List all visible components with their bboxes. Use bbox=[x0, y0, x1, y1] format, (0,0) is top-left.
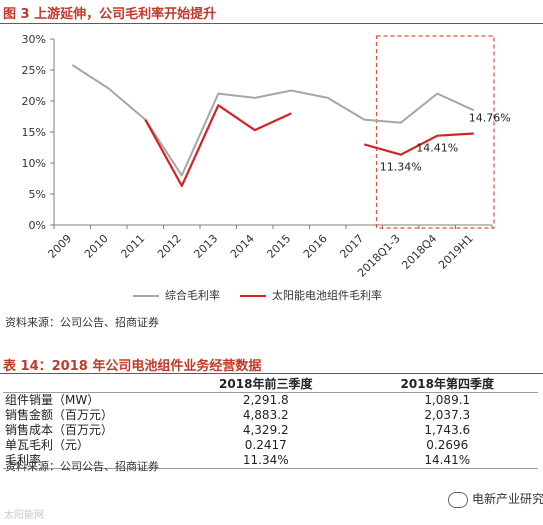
table-row: 组件销量（MW） 2,291.8 1,089.1 bbox=[3, 393, 538, 409]
cell-q1-3: 4,883.2 bbox=[242, 408, 289, 422]
y-tick-label: 0% bbox=[29, 219, 46, 232]
row-label: 组件销量（MW） bbox=[5, 393, 100, 407]
y-tick-label: 25% bbox=[22, 64, 46, 77]
legend-item-composite: 综合毛利率 bbox=[133, 287, 220, 303]
highlight-box bbox=[375, 35, 495, 229]
row-label: 毛利率 bbox=[3, 453, 175, 469]
cell-q1-3: 0.2417 bbox=[244, 438, 287, 452]
table-row: 毛利率 11.34% 14.41% bbox=[3, 453, 538, 469]
x-tick-label: 2017 bbox=[337, 232, 366, 261]
y-tick-label: 5% bbox=[29, 188, 46, 201]
legend-label-composite: 综合毛利率 bbox=[165, 289, 220, 302]
figure-title-rule bbox=[0, 23, 543, 24]
header-cell-q1-3: 2018年前三季度 bbox=[175, 374, 357, 393]
x-tick-label: 2015 bbox=[264, 232, 293, 261]
figure-title: 图 3 上游延伸，公司毛利率开始提升 bbox=[3, 7, 217, 22]
cell-q1-3: 4,329.2 bbox=[242, 423, 289, 437]
header-cell-label bbox=[3, 374, 175, 393]
table-row: 销售金额（百万元） 4,883.2 2,037.3 bbox=[3, 408, 538, 423]
x-tick-label: 2010 bbox=[82, 232, 111, 261]
series-line-solar-module bbox=[364, 132, 474, 156]
operating-data-table: 2018年前三季度 2018年第四季度 组件销量（MW） 2,291.8 1,0… bbox=[3, 374, 538, 469]
figure-source: 资料来源：公司公告、招商证券 bbox=[5, 316, 159, 329]
row-label: 销售金额（百万元） bbox=[5, 408, 114, 422]
table-header-row: 2018年前三季度 2018年第四季度 bbox=[3, 374, 538, 393]
cell-q4: 1,089.1 bbox=[424, 393, 471, 407]
cell-q4: 1,743.6 bbox=[424, 423, 471, 437]
cell-q4: 0.2696 bbox=[426, 438, 469, 452]
table-title-rule bbox=[0, 373, 543, 374]
x-tick-label: 2019H1 bbox=[436, 232, 476, 272]
watermark-left: 太阳能网 bbox=[4, 510, 44, 521]
y-tick-label: 30% bbox=[22, 33, 46, 46]
y-tick-label: 20% bbox=[22, 95, 46, 108]
x-tick-label: 2012 bbox=[155, 232, 184, 261]
x-tick-label: 2011 bbox=[118, 232, 147, 261]
x-tick-label: 2018Q4 bbox=[399, 232, 439, 272]
cell-q4: 14.41% bbox=[356, 453, 538, 469]
series-line-solar-module bbox=[144, 104, 292, 187]
watermark-right: 电新产业研究 bbox=[448, 490, 543, 508]
x-tick-label: 2009 bbox=[45, 232, 74, 261]
series-line-composite bbox=[71, 64, 475, 177]
watermark-right-text: 电新产业研究 bbox=[472, 492, 543, 506]
margin-line-chart: 0% 5% 10% 15% 20% 25% 30% 2009 2010 2011 2012 2013 2… bbox=[22, 33, 511, 280]
legend-label-solar-module: 太阳能电池组件毛利率 bbox=[272, 289, 382, 302]
row-label: 单瓦毛利（元） bbox=[5, 438, 90, 452]
table-row: 单瓦毛利（元） 0.2417 0.2696 bbox=[3, 438, 538, 453]
table-row: 销售成本（百万元） 4,329.2 1,743.6 bbox=[3, 423, 538, 438]
legend-item-solar-module: 太阳能电池组件毛利率 bbox=[240, 287, 382, 303]
row-label: 销售成本（百万元） bbox=[5, 423, 114, 437]
cell-q4: 2,037.3 bbox=[424, 408, 471, 422]
x-tick-label: 2016 bbox=[301, 232, 330, 261]
data-label: 11.34% bbox=[380, 161, 422, 174]
x-tick-label: 2013 bbox=[191, 232, 220, 261]
table-source: 资料来源：公司公告、招商证券 bbox=[5, 460, 159, 473]
legend-swatch-composite bbox=[133, 295, 159, 297]
legend-swatch-solar-module bbox=[240, 295, 266, 297]
cell-q1-3: 11.34% bbox=[175, 453, 357, 469]
table-title: 表 14：2018 年公司电池组件业务经营数据 bbox=[3, 359, 262, 374]
x-tick-label: 2014 bbox=[228, 232, 257, 261]
data-label: 14.41% bbox=[416, 142, 458, 155]
wechat-icon bbox=[448, 491, 468, 508]
data-label: 14.76% bbox=[469, 111, 511, 124]
y-tick-label: 10% bbox=[22, 157, 46, 170]
cell-q1-3: 2,291.8 bbox=[242, 393, 289, 407]
y-tick-label: 15% bbox=[22, 126, 46, 139]
header-cell-q4: 2018年第四季度 bbox=[356, 374, 538, 393]
